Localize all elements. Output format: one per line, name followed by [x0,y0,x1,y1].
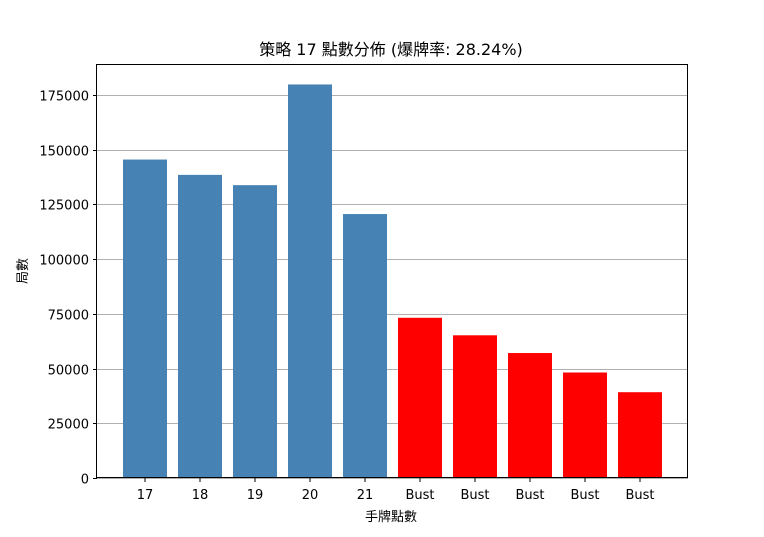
x-axis-label: 手牌點數 [365,509,417,525]
bar-bust-7 [508,353,552,478]
x-tick-label: 19 [247,488,264,503]
x-tick-label: 20 [302,488,319,503]
bars-group [123,84,662,478]
bar-bust-9 [618,392,662,478]
x-tick-label: 17 [137,488,154,503]
x-axis-ticks: 17 18 19 20 21 Bust Bust Bust Bust Bust [137,478,655,503]
y-tick-label: 175000 [39,90,89,105]
x-tick-label: Bust [570,488,599,503]
chart-title: 策略 17 點數分佈 (爆牌率: 28.24%) [259,40,523,59]
x-tick-label: Bust [625,488,654,503]
plot-frame [96,64,688,478]
y-tick-label: 0 [81,473,89,488]
bar-bust-6 [453,335,497,478]
y-tick-label: 75000 [48,309,89,324]
x-tick-label: Bust [515,488,544,503]
bar-20-3 [288,84,332,478]
bar-17-0 [123,159,167,478]
bar-19-2 [233,185,277,478]
x-tick-label: 18 [192,488,209,503]
bar-18-1 [178,174,222,478]
y-tick-label: 25000 [48,418,89,433]
x-tick-label: Bust [405,488,434,503]
y-tick-label: 50000 [48,364,89,379]
y-tick-label: 100000 [39,254,89,269]
x-tick-label: Bust [460,488,489,503]
y-tick-label: 125000 [39,199,89,214]
x-tick-label: 21 [357,488,374,503]
y-axis-label: 局數 [16,258,31,284]
bar-21-4 [343,214,387,478]
bar-bust-8 [563,372,607,478]
y-tick-label: 150000 [39,145,89,160]
y-axis-ticks: 0 25000 50000 75000 100000 125000 150000 175000 [39,90,97,488]
bar-bust-5 [398,317,442,478]
